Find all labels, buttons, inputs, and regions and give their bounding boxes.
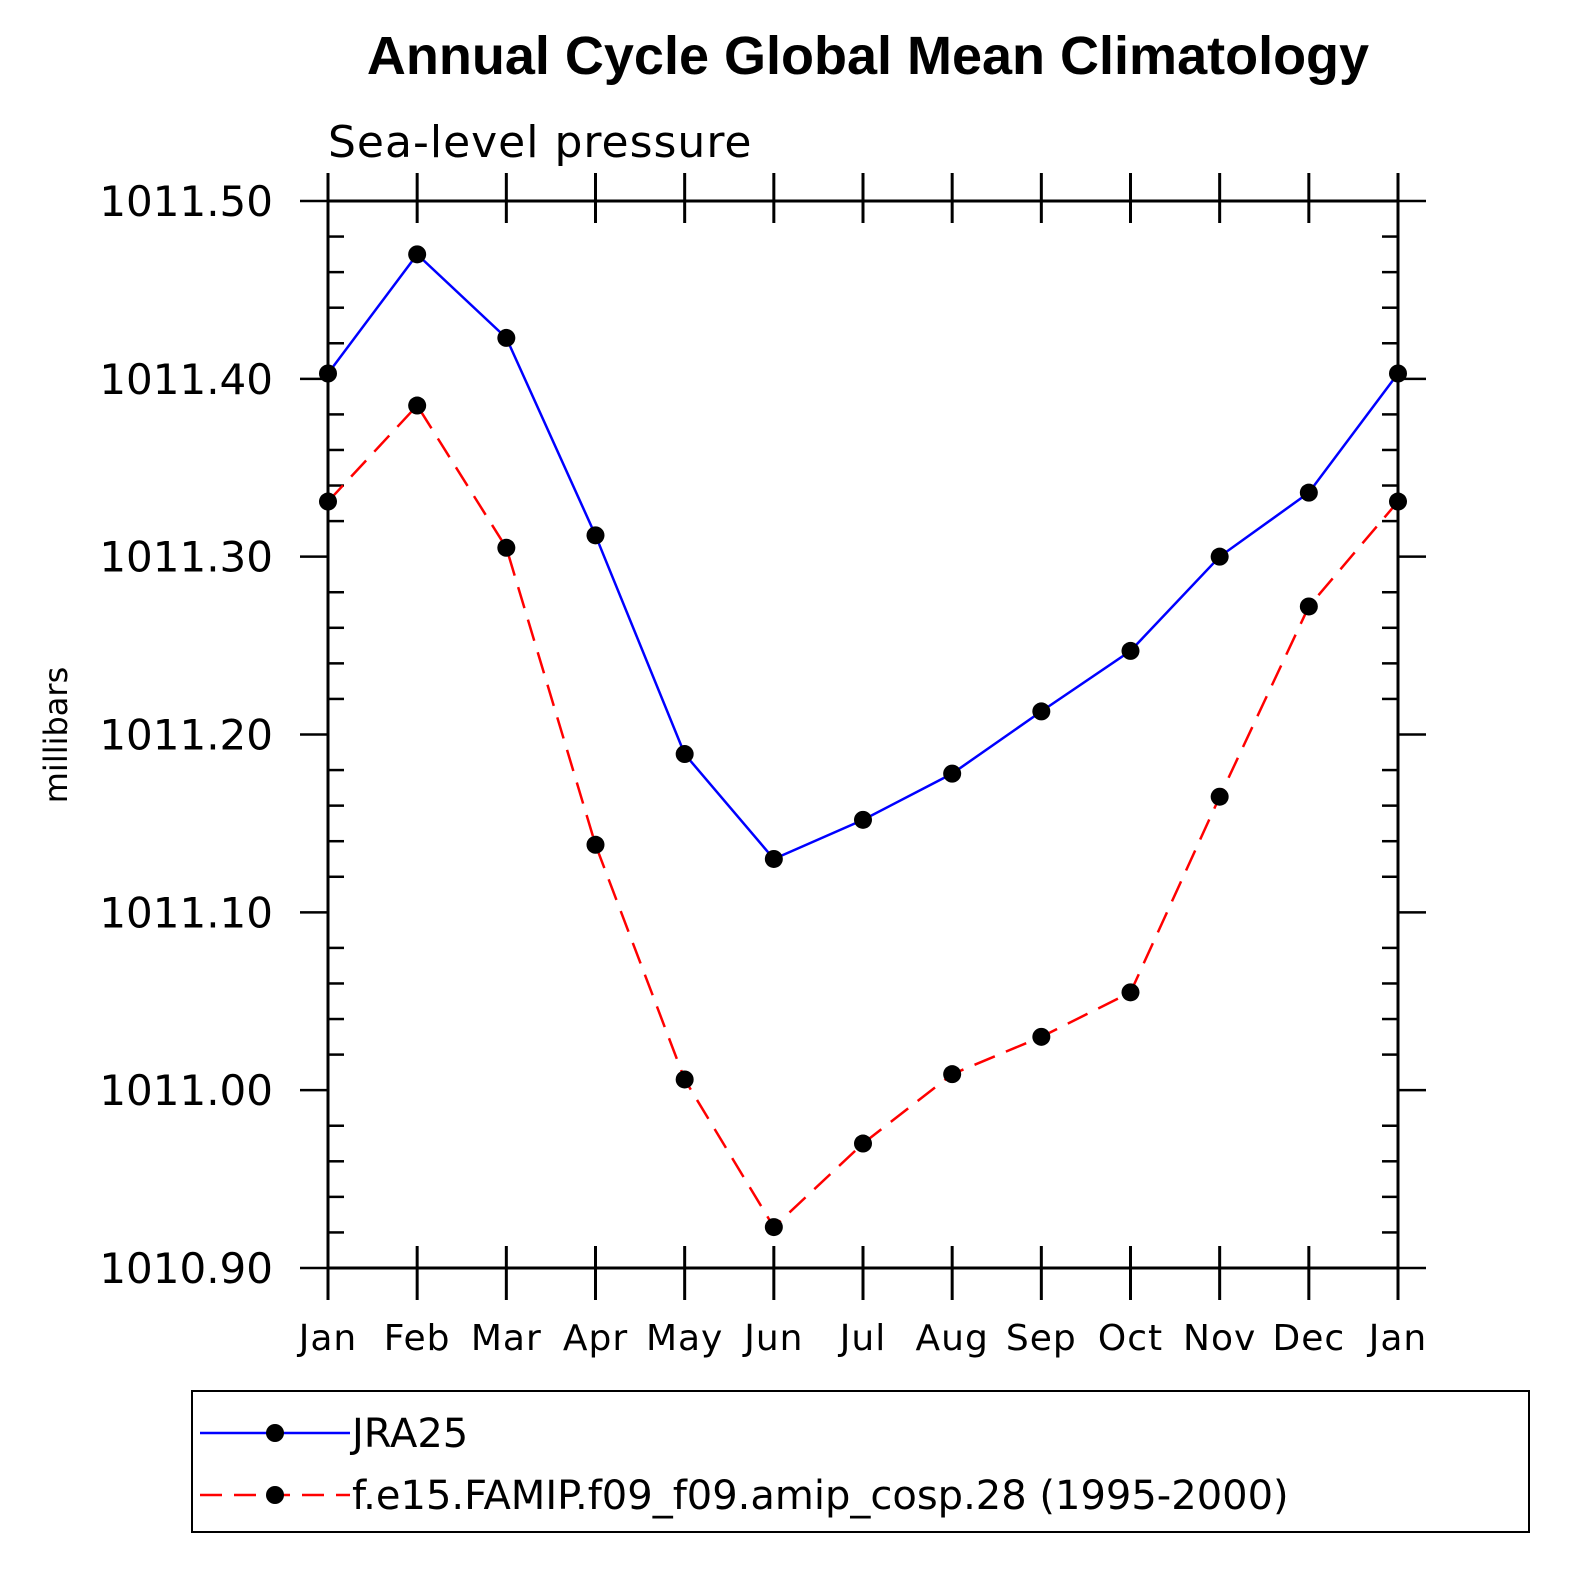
series-2-point (1389, 492, 1407, 511)
series-2-point (408, 396, 427, 415)
legend-marker-1 (266, 1424, 284, 1442)
x-tick-label: Sep (1006, 1318, 1077, 1359)
y-tick-label: 1011.10 (99, 888, 273, 937)
series-2-point (764, 1218, 783, 1237)
x-tick-label: Feb (384, 1318, 451, 1359)
series-1-point (1299, 483, 1318, 502)
legend-marker-2 (266, 1486, 284, 1504)
series-2-point (1121, 983, 1140, 1002)
series-2-point (1210, 787, 1229, 806)
series-2-point (675, 1070, 694, 1089)
y-tick-label: 1011.20 (99, 711, 273, 760)
chart-subtitle: Sea-level pressure (328, 117, 753, 168)
x-tick-label: Apr (563, 1318, 628, 1359)
series-2-point (1299, 597, 1318, 616)
legend: JRA25 f.e15.FAMIP.f09_f09.amip_cosp.28 (1… (191, 1390, 1530, 1533)
y-axis-label: millibars (37, 667, 75, 803)
series-2-point (586, 835, 605, 854)
series-1-point (586, 526, 605, 545)
series-1-point (1210, 547, 1229, 566)
x-tick-label: Jan (1367, 1318, 1428, 1359)
series-1-point (1121, 641, 1140, 660)
x-tick-label: May (646, 1318, 723, 1359)
series-1-point (943, 764, 962, 783)
x-tick-label: Jul (838, 1318, 886, 1359)
series-2-point (943, 1065, 962, 1084)
series-line-1 (326, 252, 1400, 861)
x-tick-label: Dec (1272, 1318, 1345, 1359)
series-1-point (764, 849, 783, 868)
chart-title: Annual Cycle Global Mean Climatology (367, 26, 1369, 86)
y-tick-label: 1010.90 (99, 1244, 273, 1293)
y-tick-label: 1011.30 (99, 533, 273, 582)
legend-label-1: JRA25 (349, 1411, 468, 1457)
series-1-point (1389, 364, 1407, 383)
series-1-point (408, 245, 427, 264)
axes: Jan Feb Mar Apr May Jun Jul Aug Sep Oct Nov Dec Jan 1… (99, 173, 1428, 1359)
series-1-point (854, 810, 872, 829)
series-2-point (319, 492, 337, 511)
series-1-point (497, 328, 516, 347)
series-2-point (1032, 1027, 1051, 1046)
x-tick-label: Aug (916, 1318, 989, 1359)
x-tick-label: Jan (297, 1318, 358, 1359)
y-tick-label: 1011.00 (99, 1066, 273, 1115)
legend-box (191, 1390, 1530, 1533)
y-tick-label: 1011.40 (99, 355, 273, 404)
series-1-point (319, 364, 337, 383)
legend-label-2: f.e15.FAMIP.f09_f09.amip_cosp.28 (1995-2… (352, 1473, 1289, 1519)
series-2-point (497, 538, 516, 557)
y-tick-label: 1011.50 (99, 177, 273, 226)
series-layer (319, 245, 1407, 1237)
plot-frame (326, 199, 1400, 1270)
x-tick-label: Jun (742, 1318, 803, 1359)
series-1-point (675, 745, 694, 764)
x-tick-label: Oct (1098, 1318, 1163, 1359)
x-tick-label: Mar (471, 1318, 542, 1359)
series-2-point (854, 1134, 872, 1153)
x-tick-label: Nov (1183, 1318, 1256, 1359)
series-1-point (1032, 702, 1051, 721)
